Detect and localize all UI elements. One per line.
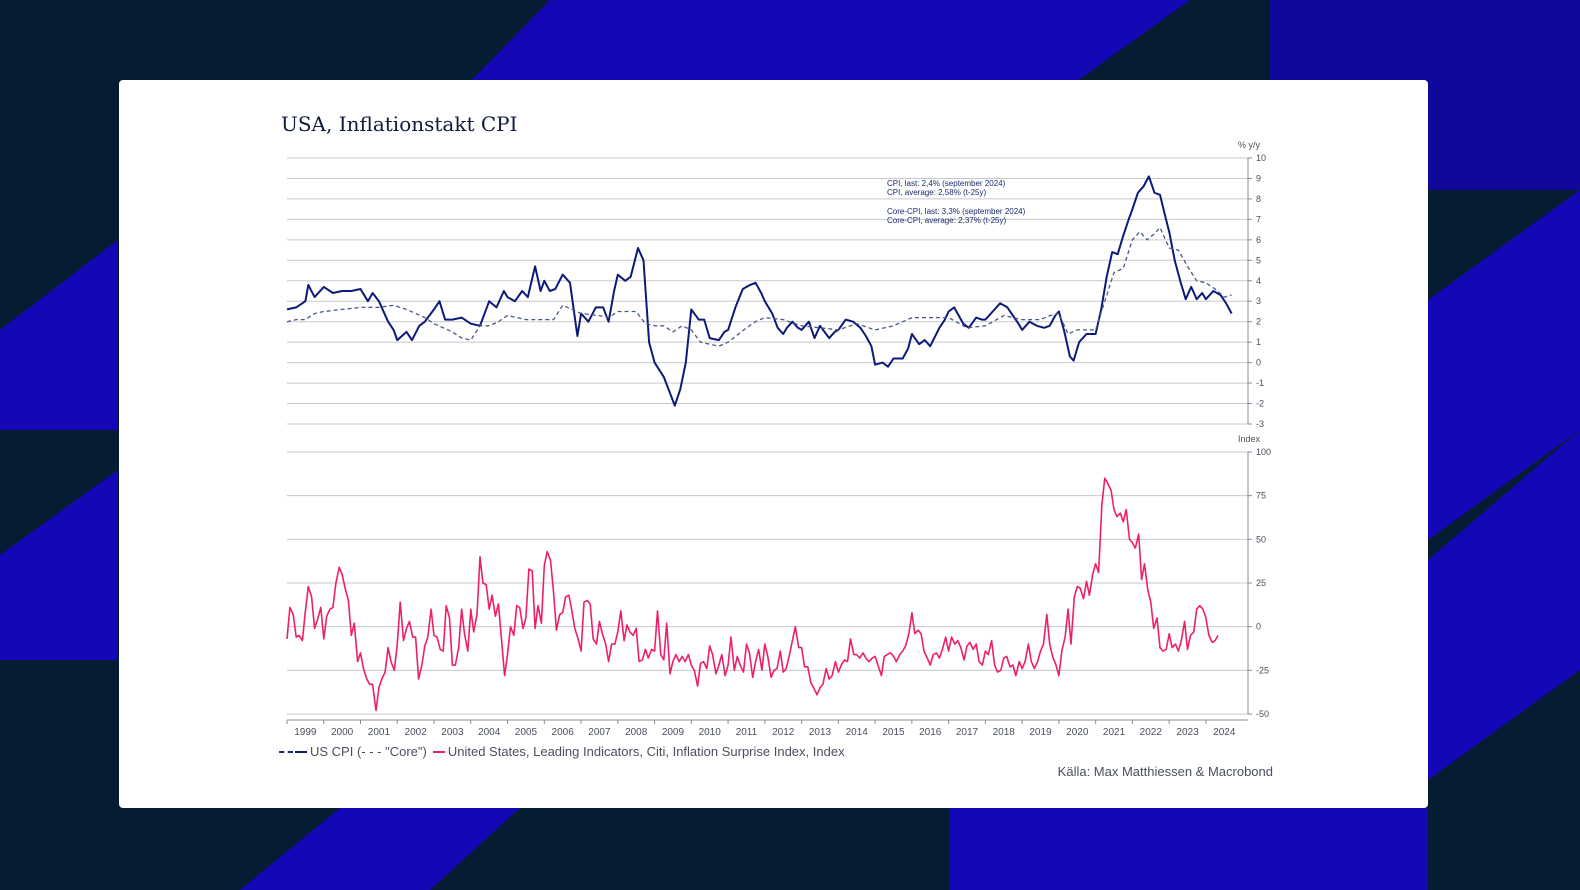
source-note: Källa: Max Matthiessen & Macrobond bbox=[1057, 764, 1273, 779]
x-tick-label: 2021 bbox=[1103, 727, 1126, 738]
x-tick-label: 2008 bbox=[625, 727, 648, 738]
cpi-panel-ytick-label: 0 bbox=[1256, 358, 1261, 368]
cpi-panel-ytick-label: 9 bbox=[1256, 173, 1261, 183]
x-tick-label: 2019 bbox=[1029, 727, 1052, 738]
x-tick-label: 2014 bbox=[846, 727, 869, 738]
x-tick-label: 2003 bbox=[441, 727, 464, 738]
cpi-panel-ytick-label: 10 bbox=[1256, 153, 1266, 163]
x-tick-label: 2002 bbox=[405, 727, 428, 738]
x-tick-label: 2004 bbox=[478, 727, 501, 738]
x-tick-label: 2013 bbox=[809, 727, 832, 738]
surprise-panel-ytick-label: 0 bbox=[1256, 622, 1261, 632]
cpi-panel-ytick-label: 5 bbox=[1256, 255, 1261, 265]
surprise-panel-ytick-label: 50 bbox=[1256, 534, 1266, 544]
chart-legend: US CPI (- - - "Core") United States, Lea… bbox=[279, 744, 845, 759]
cpi-panel-ytick-label: 8 bbox=[1256, 194, 1261, 204]
x-tick-label: 2000 bbox=[331, 727, 354, 738]
cpi-annotation: Core-CPI, average: 2,37% (t-25y) bbox=[887, 216, 1006, 225]
surprise-panel-ytick-label: 100 bbox=[1256, 447, 1271, 457]
background-band bbox=[240, 808, 520, 890]
surprise-panel-ytick-label: -50 bbox=[1256, 709, 1269, 719]
background-band bbox=[1428, 430, 1580, 780]
x-tick-label: 2016 bbox=[919, 727, 942, 738]
series-line-surprise bbox=[286, 477, 1219, 712]
x-tick-label: 2020 bbox=[1066, 727, 1089, 738]
surprise-panel-ylabel: Index bbox=[1238, 434, 1261, 444]
x-tick-label: 2001 bbox=[368, 727, 391, 738]
cpi-panel-ytick-label: -3 bbox=[1256, 419, 1264, 429]
x-tick-label: 2007 bbox=[588, 727, 611, 738]
surprise-panel-ytick-label: 25 bbox=[1256, 578, 1266, 588]
background-band bbox=[950, 808, 1428, 890]
surprise-panel-ytick-label: -25 bbox=[1256, 665, 1269, 675]
cpi-panel-ytick-label: -1 bbox=[1256, 378, 1264, 388]
legend-surprise-swatch bbox=[432, 750, 445, 753]
background-band bbox=[0, 240, 118, 430]
surprise-panel-ytick-label: 75 bbox=[1256, 491, 1266, 501]
x-tick-label: 2015 bbox=[882, 727, 905, 738]
cpi-panel-ytick-label: 1 bbox=[1256, 337, 1261, 347]
x-tick-label: 2010 bbox=[699, 727, 722, 738]
background-band bbox=[1428, 190, 1580, 540]
cpi-annotation: CPI, average: 2,58% (t-25y) bbox=[887, 188, 986, 197]
cpi-panel-ytick-label: 3 bbox=[1256, 296, 1261, 306]
series-line-core bbox=[286, 226, 1232, 347]
x-tick-label: 2006 bbox=[552, 727, 575, 738]
legend-core-swatch bbox=[279, 750, 293, 753]
cpi-panel-ytick-label: -2 bbox=[1256, 399, 1264, 409]
x-tick-label: 2018 bbox=[993, 727, 1016, 738]
x-tick-label: 1999 bbox=[294, 727, 317, 738]
background-band bbox=[0, 470, 118, 660]
legend-cpi-swatch bbox=[295, 750, 307, 753]
x-tick-label: 2023 bbox=[1176, 727, 1199, 738]
series-line-cpi bbox=[286, 175, 1233, 407]
cpi-panel-ytick-label: 4 bbox=[1256, 276, 1261, 286]
cpi-panel-ytick-label: 6 bbox=[1256, 235, 1261, 245]
cpi-annotation: CPI, last: 2,4% (september 2024) bbox=[887, 179, 1006, 188]
cpi-panel-ylabel: % y/y bbox=[1238, 140, 1261, 150]
x-tick-label: 2005 bbox=[515, 727, 538, 738]
legend-surprise-label: United States, Leading Indicators, Citi,… bbox=[447, 744, 845, 759]
chart-card: USA, Inflationstakt CPI 10 9 8 7 6 5 4 3 2 1 0 -1 -2… bbox=[119, 80, 1428, 808]
x-tick-label: 2012 bbox=[772, 727, 795, 738]
x-tick-label: 2009 bbox=[662, 727, 685, 738]
legend-cpi-label: US CPI (- - - "Core") bbox=[310, 744, 427, 759]
x-tick-label: 2011 bbox=[736, 727, 758, 738]
x-tick-label: 2024 bbox=[1213, 727, 1236, 738]
cpi-panel-ytick-label: 2 bbox=[1256, 317, 1261, 327]
x-tick-label: 2017 bbox=[956, 727, 979, 738]
cpi-annotation: Core-CPI, last: 3,3% (september 2024) bbox=[887, 207, 1026, 216]
chart-title: USA, Inflationstakt CPI bbox=[281, 112, 518, 136]
x-tick-label: 2022 bbox=[1140, 727, 1163, 738]
cpi-panel-ytick-label: 7 bbox=[1256, 214, 1261, 224]
